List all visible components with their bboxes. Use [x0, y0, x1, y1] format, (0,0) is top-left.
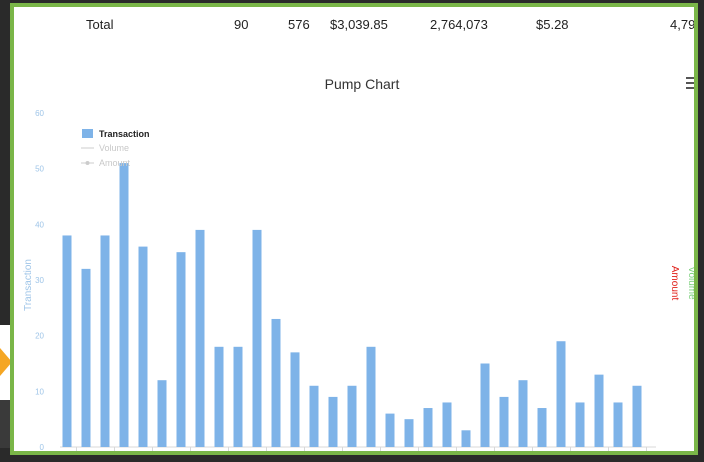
total-row: Total 90 576 $3,039.85 2,764,073 $5.28 4… [14, 7, 694, 39]
total-value-volume: 2,764,073 [430, 17, 488, 32]
bar-transaction[interactable] [233, 346, 243, 447]
bar-transaction[interactable] [575, 402, 585, 447]
bar-transaction[interactable] [385, 413, 395, 447]
total-value-amount: $3,039.85 [330, 17, 388, 32]
pump-chart-panel: Total 90 576 $3,039.85 2,764,073 $5.28 4… [10, 3, 698, 455]
bar-transaction[interactable] [100, 235, 110, 447]
bar-transaction[interactable] [271, 318, 281, 447]
y-axis-label-volume: Volume [686, 266, 694, 300]
total-value-transactions: 90 [234, 17, 249, 32]
bar-transaction[interactable] [252, 229, 262, 447]
bar-transaction[interactable] [157, 380, 167, 447]
bar-transaction[interactable] [423, 408, 433, 447]
bar-transaction[interactable] [366, 346, 376, 447]
bar-transaction[interactable] [328, 396, 338, 447]
bar-transaction[interactable] [176, 252, 186, 447]
bar-transaction[interactable] [195, 229, 205, 447]
legend-volume[interactable]: Volume [99, 143, 129, 153]
bar-transaction[interactable] [138, 246, 148, 447]
y-tick-label: 40 [35, 220, 44, 229]
y-axis-label-amount: Amount [669, 266, 680, 301]
bar-transaction[interactable] [81, 268, 91, 447]
bar-transaction[interactable] [461, 430, 471, 447]
y-tick-label: 50 [35, 165, 44, 174]
legend-transaction-swatch [82, 129, 93, 138]
y-tick-label: 0 [40, 443, 45, 451]
legend-transaction[interactable]: Transaction [99, 129, 150, 139]
total-label: Total [86, 17, 114, 32]
y-axis-label-transaction: Transaction [23, 259, 34, 311]
bar-transaction[interactable] [632, 385, 642, 447]
bar-transaction[interactable] [119, 163, 129, 447]
bar-transaction[interactable] [499, 396, 509, 447]
bar-transaction[interactable] [442, 402, 452, 447]
chart-menu-icon[interactable] [686, 77, 694, 91]
legend-amount[interactable]: Amount [99, 158, 131, 168]
bar-transaction[interactable] [613, 402, 623, 447]
bar-transaction[interactable] [556, 341, 566, 447]
chart-legend[interactable]: Transaction Volume Amount [81, 129, 150, 168]
bar-transaction[interactable] [480, 363, 490, 448]
bar-transaction[interactable] [290, 352, 300, 447]
bar-transaction[interactable] [537, 408, 547, 447]
total-value-count: 576 [288, 17, 310, 32]
bar-transaction[interactable] [214, 346, 224, 447]
legend-amount-marker [85, 161, 90, 165]
total-value-extra: 4,79 [670, 17, 696, 32]
chart-title: Pump Chart [325, 76, 400, 92]
y-tick-label: 20 [35, 332, 44, 341]
y-tick-label: 30 [35, 276, 44, 285]
bar-transaction[interactable] [62, 235, 72, 447]
y-tick-label: 60 [35, 109, 44, 118]
bar-transaction[interactable] [309, 385, 319, 447]
total-value-price: $5.28 [536, 17, 569, 32]
bar-transaction[interactable] [594, 374, 604, 447]
bar-transaction[interactable] [404, 419, 414, 447]
bar-transaction[interactable] [518, 380, 528, 447]
bar-transaction[interactable] [347, 385, 357, 447]
background-arrow-icon [0, 348, 12, 376]
y-tick-label: 10 [35, 387, 44, 396]
